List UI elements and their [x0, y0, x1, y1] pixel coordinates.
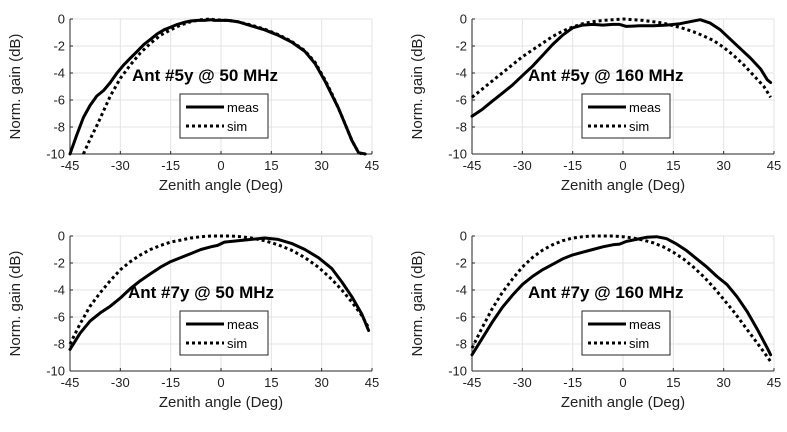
y-axis-label: Norm. gain (dB) [7, 34, 24, 140]
legend: meas sim [581, 93, 671, 139]
series-line-sim [82, 17, 363, 156]
x-tick-label: 0 [217, 158, 224, 173]
x-tick-label: -30 [513, 158, 532, 173]
y-tick-label: -2 [53, 256, 65, 271]
x-tick-label: -45 [463, 375, 482, 390]
x-tick-label: 0 [619, 158, 626, 173]
legend-label-meas: meas [629, 317, 661, 332]
y-tick-label: -8 [455, 337, 467, 352]
x-tick-label: 30 [314, 375, 328, 390]
legend-label-sim: sim [227, 336, 247, 351]
series-line-meas [68, 236, 371, 351]
y-tick-label: -4 [53, 66, 65, 81]
series-line-sim [471, 17, 772, 99]
y-tick-label: 0 [58, 229, 65, 244]
x-tick-label: 45 [365, 375, 379, 390]
x-tick-label: -45 [61, 375, 80, 390]
x-tick-label: 45 [365, 158, 379, 173]
y-tick-label: -6 [455, 93, 467, 108]
x-tick-label: 30 [716, 375, 730, 390]
series-line-sim [470, 234, 772, 363]
x-tick-label: 0 [619, 375, 626, 390]
y-tick-label: -4 [455, 66, 467, 81]
legend-box [179, 310, 269, 356]
y-tick-label: -6 [53, 310, 65, 325]
x-tick-label: 45 [767, 158, 781, 173]
y-tick-label: -10 [448, 147, 467, 162]
x-tick-label: -45 [61, 158, 80, 173]
y-tick-label: -8 [53, 337, 65, 352]
y-tick-label: -2 [455, 39, 467, 54]
legend-label-meas: meas [227, 100, 259, 115]
x-tick-label: 15 [264, 375, 278, 390]
x-tick-label: -45 [463, 158, 482, 173]
y-tick-label: -10 [46, 147, 65, 162]
y-axis-label: Norm. gain (dB) [409, 251, 426, 357]
legend: meas sim [581, 310, 671, 356]
y-axis-label: Norm. gain (dB) [409, 34, 426, 140]
legend-box [581, 93, 671, 139]
legend-label-meas: meas [629, 100, 661, 115]
legend-label-sim: sim [629, 119, 649, 134]
chart-annotation: Ant #5y @ 160 MHz [528, 66, 683, 85]
chart-annotation: Ant #5y @ 50 MHz [132, 66, 278, 85]
legend-label-sim: sim [629, 336, 649, 351]
legend-label-meas: meas [227, 317, 259, 332]
x-tick-label: -30 [111, 158, 130, 173]
x-tick-label: -15 [161, 158, 180, 173]
legend-box [179, 93, 269, 139]
legend-label-sim: sim [227, 119, 247, 134]
y-tick-label: -6 [53, 93, 65, 108]
x-tick-label: -30 [513, 375, 532, 390]
x-tick-label: -15 [563, 375, 582, 390]
series-line-meas [470, 18, 773, 118]
chart-annotation: Ant #7y @ 160 MHz [528, 283, 683, 302]
series-line-sim [68, 234, 370, 345]
x-tick-label: 30 [716, 158, 730, 173]
chart-annotation: Ant #7y @ 50 MHz [128, 283, 274, 302]
chart-panel-2: -45 -30 -15 0 15 30 45 0 -2 -4 -6 -8 -10 Zenith angle… [409, 12, 781, 195]
chart-panel-1: -45 -30 -15 0 15 30 45 0 -2 -4 -6 -8 -10 Zenith angle… [7, 12, 379, 195]
x-tick-label: 15 [666, 375, 680, 390]
y-tick-label: -2 [53, 39, 65, 54]
legend: meas sim [179, 93, 269, 139]
x-axis-label: Zenith angle (Deg) [561, 394, 685, 411]
y-tick-label: -10 [448, 364, 467, 379]
y-tick-label: -8 [455, 120, 467, 135]
y-tick-label: -4 [455, 283, 467, 298]
x-tick-label: -15 [563, 158, 582, 173]
x-tick-label: -30 [111, 375, 130, 390]
x-tick-label: 15 [666, 158, 680, 173]
x-tick-label: 0 [217, 375, 224, 390]
legend-box [581, 310, 671, 356]
chart-panel-3: -45 -30 -15 0 15 30 45 0 -2 -4 -6 -8 -10 Zenith angle… [7, 229, 379, 412]
x-axis-label: Zenith angle (Deg) [159, 394, 283, 411]
y-tick-label: 0 [460, 12, 467, 27]
x-axis-label: Zenith angle (Deg) [159, 177, 283, 194]
x-tick-label: 30 [314, 158, 328, 173]
y-tick-label: 0 [460, 229, 467, 244]
y-tick-label: -8 [53, 120, 65, 135]
y-axis-label: Norm. gain (dB) [7, 251, 24, 357]
series-line-meas [470, 235, 773, 357]
y-tick-label: -10 [46, 364, 65, 379]
y-tick-label: -4 [53, 283, 65, 298]
y-tick-label: 0 [58, 12, 65, 27]
y-tick-label: -2 [455, 256, 467, 271]
x-tick-label: 45 [767, 375, 781, 390]
x-tick-label: 15 [264, 158, 278, 173]
x-tick-label: -15 [161, 375, 180, 390]
chart-panel-4: -45 -30 -15 0 15 30 45 0 -2 -4 -6 -8 -10 Zenith angle… [409, 229, 781, 412]
legend: meas sim [179, 310, 269, 356]
y-tick-label: -6 [455, 310, 467, 325]
x-axis-label: Zenith angle (Deg) [561, 177, 685, 194]
